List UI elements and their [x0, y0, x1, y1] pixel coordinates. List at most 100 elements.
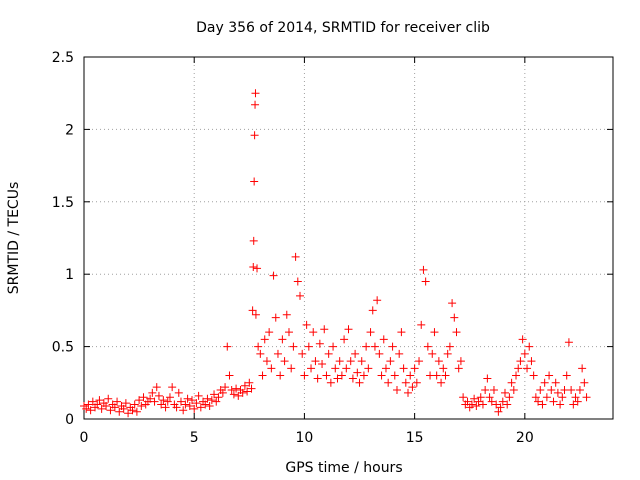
data-point	[146, 394, 155, 403]
data-point	[139, 393, 148, 402]
data-point	[542, 393, 551, 402]
data-point	[203, 394, 212, 403]
data-point	[377, 371, 386, 380]
data-point	[181, 400, 190, 409]
data-point	[564, 338, 573, 347]
data-point	[271, 313, 280, 322]
data-point	[95, 396, 104, 405]
data-point	[86, 406, 95, 415]
data-point	[423, 342, 432, 351]
y-tick-label: 1.5	[52, 195, 74, 211]
data-point	[128, 406, 137, 415]
x-axis-ticks: 0 5 10 15 20	[80, 57, 534, 446]
data-point	[516, 357, 525, 366]
data-point	[364, 364, 373, 373]
data-point	[84, 400, 93, 409]
data-point	[485, 393, 494, 402]
data-point	[249, 236, 258, 245]
data-point	[518, 335, 527, 344]
data-point	[318, 359, 327, 368]
data-point	[445, 342, 454, 351]
y-axis-ticks: 0 0.5 1 1.5 2 2.5	[52, 50, 613, 428]
data-point	[333, 374, 342, 383]
data-point	[291, 252, 300, 261]
data-point	[498, 397, 507, 406]
data-point	[381, 364, 390, 373]
data-point	[476, 393, 485, 402]
data-point	[428, 349, 437, 358]
data-point	[412, 378, 421, 387]
data-point	[250, 131, 259, 140]
data-point	[419, 265, 428, 274]
data-points	[80, 89, 591, 418]
data-point	[309, 328, 318, 337]
data-point	[262, 357, 271, 366]
data-point	[280, 357, 289, 366]
x-tick-label: 10	[296, 430, 314, 446]
data-point	[573, 397, 582, 406]
data-point	[278, 335, 287, 344]
data-point	[406, 371, 415, 380]
data-point	[549, 397, 558, 406]
data-point	[529, 371, 538, 380]
data-point	[115, 407, 124, 416]
data-point	[300, 371, 309, 380]
data-point	[260, 335, 269, 344]
data-point	[110, 403, 119, 412]
data-point	[269, 271, 278, 280]
data-point	[172, 403, 181, 412]
data-point	[370, 342, 379, 351]
data-point	[258, 371, 267, 380]
data-point	[342, 364, 351, 373]
data-point	[527, 357, 536, 366]
data-point	[421, 277, 430, 286]
data-point	[525, 342, 534, 351]
data-point	[452, 328, 461, 337]
data-point	[575, 386, 584, 395]
data-point	[408, 383, 417, 392]
data-point	[248, 306, 257, 315]
data-point	[163, 397, 172, 406]
data-point	[265, 328, 274, 337]
data-point	[456, 357, 465, 366]
data-point	[232, 384, 241, 393]
data-point	[190, 404, 199, 413]
data-point	[207, 396, 216, 405]
data-point	[357, 357, 366, 366]
data-point	[346, 357, 355, 366]
data-point	[307, 364, 316, 373]
data-point	[185, 401, 194, 410]
data-point	[556, 400, 565, 409]
data-point	[547, 386, 556, 395]
data-point	[392, 386, 401, 395]
data-point	[267, 364, 276, 373]
data-point	[582, 393, 591, 402]
data-point	[250, 177, 259, 186]
data-point	[245, 378, 254, 387]
data-point	[196, 403, 205, 412]
data-point	[531, 393, 540, 402]
y-tick-label: 0	[65, 412, 74, 428]
data-point	[113, 397, 122, 406]
data-point	[315, 339, 324, 348]
data-point	[340, 335, 349, 344]
data-point	[489, 386, 498, 395]
data-point	[481, 386, 490, 395]
data-point	[520, 349, 529, 358]
data-point	[273, 349, 282, 358]
data-point	[212, 397, 221, 406]
data-point	[390, 371, 399, 380]
data-point	[351, 349, 360, 358]
data-point	[313, 374, 322, 383]
data-point	[534, 397, 543, 406]
data-point	[201, 400, 210, 409]
data-point	[514, 364, 523, 373]
x-tick-label: 0	[80, 430, 89, 446]
data-point	[401, 378, 410, 387]
data-point	[251, 100, 260, 109]
data-point	[161, 403, 170, 412]
data-point	[218, 388, 227, 397]
data-point	[256, 349, 265, 358]
data-point	[348, 374, 357, 383]
data-point	[505, 393, 514, 402]
